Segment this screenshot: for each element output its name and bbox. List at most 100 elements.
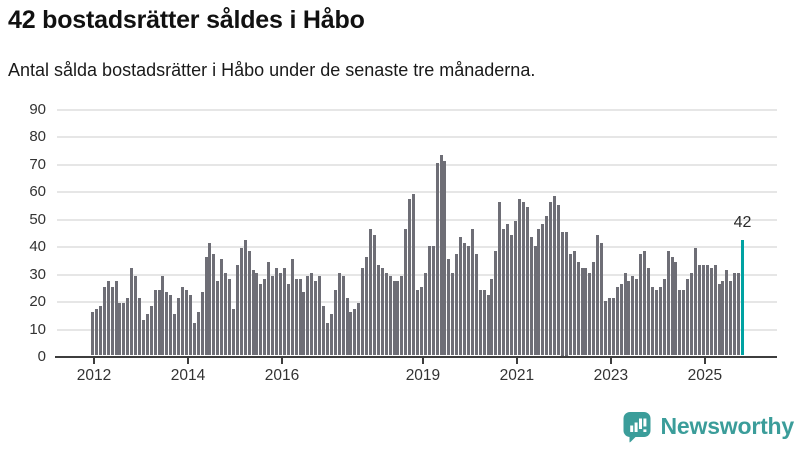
bar-month (94, 308, 98, 356)
newsworthy-icon (622, 410, 653, 443)
bar-month (275, 267, 279, 356)
bar-month (376, 264, 380, 356)
y-axis-tick-label: 20 (29, 293, 46, 311)
bar-month (310, 273, 314, 356)
bar-month (259, 284, 263, 356)
y-axis-tick-label: 10 (29, 320, 46, 338)
bar-month (502, 229, 506, 356)
bar-month (494, 251, 498, 356)
bar-month (733, 273, 737, 356)
bar-month (631, 275, 635, 356)
bar-month (271, 275, 275, 356)
gridline-40 (57, 246, 777, 249)
bar-month (619, 284, 623, 356)
bar-month (353, 308, 357, 356)
bar-month (102, 286, 106, 356)
bar-month (588, 273, 592, 356)
bar-month (666, 251, 670, 356)
bar-month (369, 229, 373, 356)
bar-month (607, 297, 611, 356)
y-axis-tick-label: 30 (29, 265, 46, 283)
bar-month (255, 273, 259, 356)
bar-month (165, 292, 169, 356)
bar-month (541, 223, 545, 356)
bar-month (318, 275, 322, 356)
x-axis-year-label: 2016 (264, 367, 300, 384)
bar-month (220, 259, 224, 356)
bar-month (169, 295, 173, 356)
bar-month (134, 275, 138, 356)
bar-month (173, 314, 177, 356)
x-axis-tick (93, 357, 95, 364)
bar-month (357, 303, 361, 356)
gridline-80 (57, 136, 777, 139)
bar-month (341, 275, 345, 356)
bar-month (486, 295, 490, 356)
bar-month (110, 286, 114, 356)
bar-month (337, 273, 341, 356)
x-axis-tick (186, 357, 189, 364)
bar-month (705, 264, 709, 356)
bar-month (647, 267, 651, 356)
newsworthy-logo[interactable]: Newsworthy (622, 408, 794, 444)
bar-month (302, 292, 306, 356)
bar-month (639, 253, 643, 356)
bar-month (184, 289, 188, 356)
bar-month (701, 264, 705, 356)
bar-month (228, 278, 232, 356)
bar-month (91, 311, 94, 356)
x-axis-tick (421, 357, 424, 364)
bar-month (674, 262, 678, 356)
bar-month (118, 303, 122, 356)
bar-month (643, 251, 647, 356)
bar-month (713, 264, 717, 356)
bar-month (372, 234, 376, 356)
bar-month (122, 303, 126, 356)
bar-month (278, 273, 282, 356)
bar-month (294, 278, 298, 356)
bar-month (490, 278, 494, 356)
bar-month (537, 229, 541, 356)
bar-month (114, 281, 118, 356)
bar-month (106, 281, 110, 356)
bar-month (286, 284, 290, 356)
bar-month (388, 275, 392, 356)
y-axis-tick-label: 80 (29, 128, 46, 146)
bar-month (235, 264, 239, 356)
bar-month (596, 234, 600, 356)
bar-chart-plot-area: 0 10 20 30 40 50 60 70 80 90 42 2012 2014 2016 2019 202… (29, 101, 777, 384)
bar-month (697, 264, 701, 356)
bar-month (365, 256, 369, 356)
bar-month (145, 314, 149, 356)
bar-month (384, 273, 388, 356)
bar-month (721, 281, 725, 356)
bar-month (466, 245, 470, 356)
bar-month (709, 267, 713, 356)
bar-month (322, 306, 326, 356)
x-axis-tick (280, 357, 283, 364)
bar-month (141, 319, 145, 356)
bar-month (611, 297, 615, 356)
bar-month (513, 221, 517, 356)
bar-month (568, 253, 572, 356)
bar-month (572, 251, 576, 356)
bar-month (658, 286, 662, 356)
bar-month (408, 199, 412, 356)
bar-month (247, 251, 251, 356)
bar-month (439, 155, 443, 356)
bar-month (157, 289, 161, 356)
bar-month (455, 253, 459, 356)
bar-month (725, 270, 729, 356)
bar-month (239, 248, 243, 356)
bar-month (474, 253, 478, 356)
bar-month (545, 215, 549, 356)
last-value-label: 42 (733, 214, 752, 232)
bar-month (525, 207, 529, 356)
bar-month (654, 289, 658, 356)
bar-month (463, 242, 467, 356)
gridline-60 (57, 191, 777, 194)
gridline-70 (57, 163, 777, 166)
bar-month (404, 229, 408, 356)
bar-month (177, 297, 181, 356)
bar-month (333, 289, 337, 356)
